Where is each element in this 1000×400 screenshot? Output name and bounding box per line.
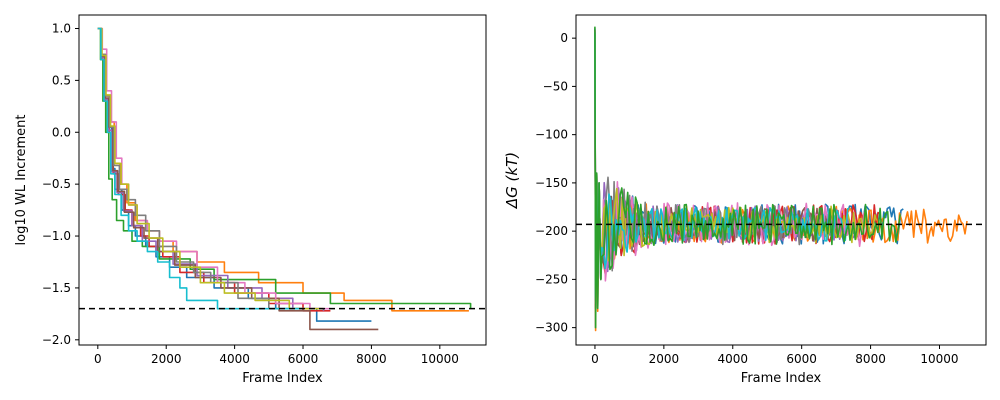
plot-frame-right bbox=[575, 14, 987, 346]
x-tick-label: 2000 bbox=[151, 352, 182, 366]
x-tick-label: 10000 bbox=[421, 352, 459, 366]
plot-frame-left bbox=[78, 14, 487, 346]
series-line bbox=[594, 32, 822, 302]
series-line bbox=[97, 27, 469, 312]
y-axis-label-left: log10 WL Increment bbox=[14, 115, 29, 246]
y-tick-label: −150 bbox=[535, 176, 568, 190]
series-line bbox=[97, 27, 472, 309]
y-tick-label: −1.5 bbox=[42, 281, 71, 295]
x-tick-label: 8000 bbox=[855, 352, 886, 366]
chart-delta-g: 0 2000 4000 6000 8000 10000 0 −50 −100 −150 −200 −… bbox=[503, 14, 987, 386]
x-tick-label: 10000 bbox=[920, 352, 958, 366]
series-line bbox=[594, 26, 901, 329]
x-tick-label: 6000 bbox=[786, 352, 817, 366]
y-tick-label: −0.5 bbox=[42, 177, 71, 191]
y-tick-label: −200 bbox=[535, 224, 568, 238]
y-tick-label: −300 bbox=[535, 321, 568, 335]
x-ticks-right: 0 2000 4000 6000 8000 10000 bbox=[591, 345, 959, 366]
series-line bbox=[594, 32, 857, 300]
x-tick-label: 8000 bbox=[356, 352, 387, 366]
x-tick-label: 6000 bbox=[288, 352, 319, 366]
y-tick-label: −50 bbox=[543, 79, 568, 93]
series-line bbox=[97, 27, 303, 310]
x-axis-label-left: Frame Index bbox=[242, 371, 323, 386]
x-tick-label: 4000 bbox=[219, 352, 250, 366]
y-tick-label: 0 bbox=[560, 31, 568, 45]
series-line bbox=[594, 30, 881, 310]
series-line bbox=[97, 27, 372, 322]
y-axis-label-right: ΔG (kT) bbox=[503, 152, 521, 209]
series-line bbox=[594, 32, 833, 295]
y-tick-label: −2.0 bbox=[42, 333, 71, 347]
chart-log-wl-increment: 0 2000 4000 6000 8000 10000 −2.0 −1.5 −1.0 −0.5 0… bbox=[14, 14, 487, 386]
y-tick-label: 0.5 bbox=[52, 73, 71, 87]
series-line bbox=[594, 33, 968, 332]
x-tick-label: 0 bbox=[94, 352, 102, 366]
series-line bbox=[594, 31, 867, 305]
y-tick-label: −1.0 bbox=[42, 229, 71, 243]
series-group-right bbox=[594, 26, 968, 332]
x-tick-label: 4000 bbox=[717, 352, 748, 366]
y-tick-label: −100 bbox=[535, 128, 568, 142]
y-ticks-right: 0 −50 −100 −150 −200 −250 −300 bbox=[535, 31, 576, 335]
series-line bbox=[97, 27, 331, 310]
x-tick-label: 0 bbox=[591, 352, 599, 366]
series-line bbox=[594, 28, 904, 329]
x-ticks-left: 0 2000 4000 6000 8000 10000 bbox=[94, 345, 459, 366]
y-tick-label: 1.0 bbox=[52, 21, 71, 35]
series-line bbox=[97, 27, 324, 310]
y-tick-label: −250 bbox=[535, 272, 568, 286]
x-tick-label: 2000 bbox=[649, 352, 680, 366]
y-tick-label: 0.0 bbox=[52, 125, 71, 139]
series-line bbox=[97, 27, 379, 331]
x-axis-label-right: Frame Index bbox=[741, 371, 822, 386]
series-line bbox=[594, 32, 850, 298]
y-ticks-left: −2.0 −1.5 −1.0 −0.5 0.0 0.5 1.0 bbox=[42, 21, 79, 347]
series-group-left bbox=[97, 27, 472, 331]
